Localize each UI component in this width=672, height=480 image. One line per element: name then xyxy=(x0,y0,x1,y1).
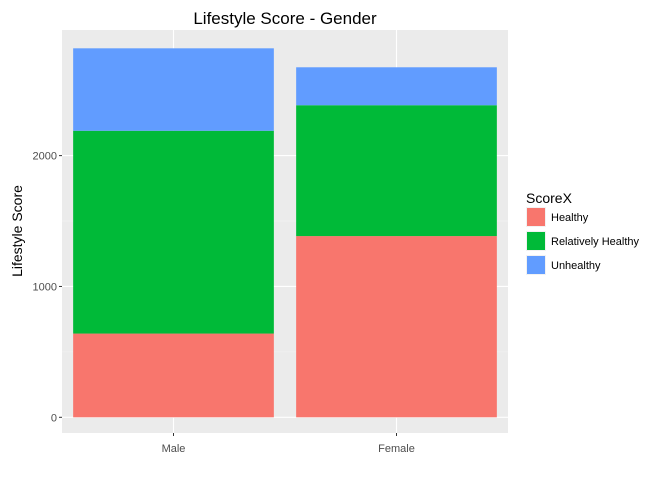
bar-male-healthy xyxy=(73,333,274,418)
y-axis: 0 1000 2000 xyxy=(33,151,62,424)
y-tick-label: 1000 xyxy=(33,281,57,293)
chart-title: Lifestyle Score - Gender xyxy=(193,9,377,28)
legend-swatch xyxy=(527,232,545,250)
x-tick-label: Female xyxy=(378,443,415,455)
legend-label: Relatively Healthy xyxy=(551,236,640,248)
bar-female-relatively-healthy xyxy=(296,105,497,237)
bars xyxy=(73,48,497,418)
legend-title: ScoreX xyxy=(526,190,573,206)
y-tick-label: 0 xyxy=(51,412,57,424)
x-tick-label: Male xyxy=(162,443,186,455)
bar-male-unhealthy xyxy=(73,48,274,131)
bar-female-healthy xyxy=(296,236,497,418)
legend-label: Unhealthy xyxy=(551,260,601,272)
bar-male-relatively-healthy xyxy=(73,130,274,334)
y-axis-title: Lifestyle Score xyxy=(9,185,25,277)
x-axis: Male Female xyxy=(162,433,415,455)
legend: ScoreX Healthy Relatively Healthy Unhealth… xyxy=(526,190,640,275)
bar-female-unhealthy xyxy=(296,67,497,106)
legend-label: Healthy xyxy=(551,212,589,224)
y-tick-label: 2000 xyxy=(33,151,57,163)
legend-swatch xyxy=(527,208,545,226)
legend-swatch xyxy=(527,256,545,274)
